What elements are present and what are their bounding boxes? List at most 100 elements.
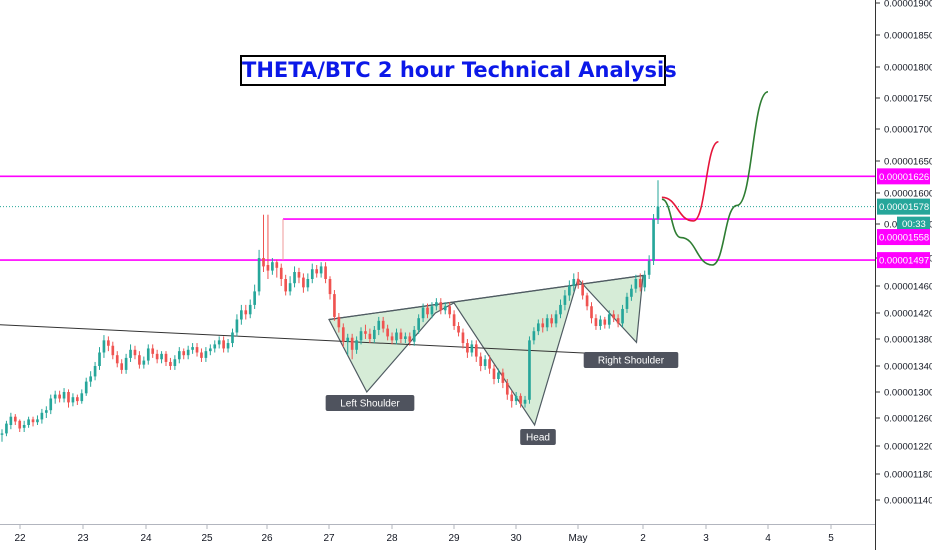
candle-body — [107, 340, 110, 346]
y-tick-label: 0.00001600 — [884, 189, 932, 200]
candle-body — [22, 425, 26, 428]
candle-body — [417, 318, 420, 330]
candle-body — [129, 349, 132, 358]
candle-body — [306, 279, 310, 288]
candle-body — [102, 340, 106, 353]
candle-body — [399, 332, 403, 339]
y-tick-label: 0.00001750 — [884, 94, 932, 105]
candle-body — [430, 306, 434, 315]
x-tick-label: 22 — [14, 533, 26, 544]
candle-body — [519, 395, 522, 404]
candle-body — [195, 347, 199, 353]
candle-body — [612, 314, 616, 319]
x-tick-label: 29 — [448, 533, 460, 544]
candle-body — [408, 336, 412, 342]
candle-body — [297, 272, 301, 278]
y-tick-label: 0.00001650 — [884, 157, 932, 168]
candle-body — [448, 306, 452, 315]
candle-body — [324, 266, 327, 279]
candle-body — [412, 329, 416, 342]
candle-body — [315, 269, 319, 274]
candle-body — [235, 319, 239, 333]
candle-body — [568, 286, 571, 296]
candle-body — [652, 219, 655, 261]
candle-body — [474, 344, 478, 357]
annotation-label: Right Shoulder — [598, 356, 665, 367]
countdown-label: 00:33 — [902, 219, 926, 230]
annotation-label: Left Shoulder — [340, 399, 400, 410]
candle-body — [124, 357, 128, 370]
level-tag: 0.00001626 — [879, 172, 929, 183]
candle-body — [404, 336, 407, 339]
candle-body — [275, 262, 279, 268]
candle-body — [62, 392, 66, 399]
candle-body — [18, 420, 22, 429]
candle-body — [346, 337, 350, 342]
projection-green — [661, 91, 769, 266]
last-price-tag-bg — [877, 198, 930, 215]
candle-body — [643, 274, 647, 288]
y-tick-label: 0.00001460 — [884, 282, 932, 293]
y-tick-label: 0.00001900 — [884, 0, 932, 10]
candle-body — [559, 304, 562, 315]
candle-body — [647, 260, 651, 275]
candle-body — [279, 267, 283, 279]
candle-body — [638, 279, 642, 288]
candle-body — [625, 296, 629, 309]
candle-body — [71, 397, 75, 403]
candle-body — [439, 302, 443, 311]
candle-body — [138, 355, 141, 365]
y-tick-label: 0.00001380 — [884, 335, 932, 346]
candle-body — [386, 328, 389, 337]
candle-body — [155, 353, 159, 360]
candle-body — [333, 294, 336, 317]
candle-body — [173, 359, 177, 366]
candle-body — [492, 368, 496, 379]
candle-body — [310, 269, 314, 279]
candle-body — [248, 304, 252, 315]
candle-body — [111, 345, 115, 356]
candle-body — [182, 351, 186, 356]
candle-body — [288, 283, 292, 292]
x-tick-label: 23 — [77, 533, 89, 544]
candle-body — [226, 343, 230, 349]
candle-body — [244, 310, 248, 315]
x-tick-label: 30 — [510, 533, 522, 544]
y-tick-label: 0.00001850 — [884, 31, 932, 42]
candle-body — [328, 279, 332, 295]
annotation-label-bg — [583, 352, 679, 368]
candle-body — [395, 332, 398, 341]
annotation-label-bg — [520, 429, 556, 445]
y-tick-label: 0.00001340 — [884, 362, 932, 373]
candle-body — [80, 393, 84, 402]
candle-body — [563, 295, 567, 305]
candle-body — [616, 318, 620, 324]
candle-body — [40, 412, 44, 420]
candle-body — [576, 279, 580, 285]
head-and-shoulders-pattern — [328, 274, 644, 427]
candle-body — [27, 419, 30, 425]
candle-body — [49, 398, 53, 411]
y-tick-label: 0.00001800 — [884, 63, 932, 74]
candle-body — [599, 319, 602, 326]
candle-body — [217, 340, 221, 345]
candle-body — [341, 327, 345, 342]
candle-body — [350, 337, 354, 350]
x-tick-label: 5 — [828, 533, 834, 544]
annotation-label-bg — [325, 395, 415, 411]
candle-body — [133, 349, 137, 356]
countdown-bg — [897, 216, 930, 231]
candle-body — [160, 353, 163, 360]
candle-body — [607, 314, 611, 325]
candle-body — [284, 279, 288, 292]
candle-body — [120, 363, 124, 370]
candle-body — [590, 306, 593, 319]
candle-body — [151, 348, 155, 354]
level-tag-bg — [877, 229, 930, 246]
x-tick-label: May — [569, 533, 588, 544]
candle-body — [452, 314, 456, 326]
candle-body — [13, 416, 17, 422]
candle-body — [67, 392, 70, 403]
candle-body — [5, 423, 8, 434]
